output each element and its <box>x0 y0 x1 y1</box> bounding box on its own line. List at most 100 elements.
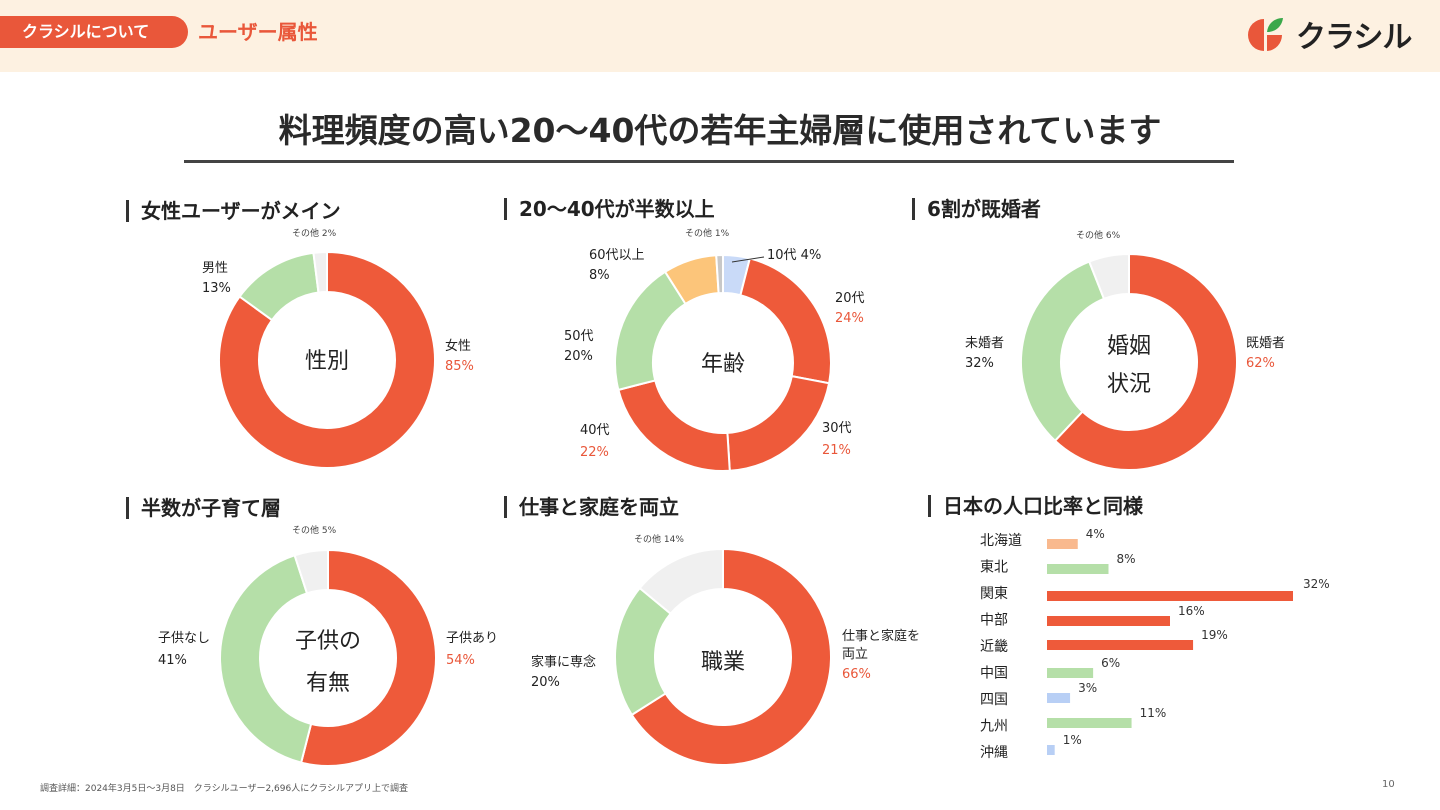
bar-value-label: 8% <box>1117 552 1136 566</box>
header-band: クラシルについて ユーザー属性 クラシル <box>0 0 1440 72</box>
bar-value-label: 32% <box>1303 577 1330 591</box>
section-title-marital: 6割が既婚者 <box>912 195 1041 223</box>
section-marker <box>126 200 129 222</box>
bar-value-label: 3% <box>1078 681 1097 695</box>
donut-slice-marital-2 <box>1087 252 1130 301</box>
bar-value-label: 4% <box>1086 527 1105 541</box>
slice-label-children-2: その他 5% <box>292 524 337 536</box>
section-title-occupation: 仕事と家庭を両立 <box>504 493 679 521</box>
section-title-text: 女性ユーザーがメイン <box>141 199 341 223</box>
kurashiru-logo: クラシル <box>1246 14 1412 55</box>
slice-value-text: 41% <box>158 653 187 668</box>
slice-value-text: 85% <box>445 359 474 374</box>
bar-category-label: 沖縄 <box>980 745 1008 761</box>
bar-5 <box>1047 668 1094 678</box>
title-underline <box>184 160 1234 163</box>
donut-slice-children-0 <box>299 548 437 767</box>
bar-category-label: 近畿 <box>980 639 1008 655</box>
donut-slice-gender-2 <box>312 250 328 294</box>
bar-category-label: 中部 <box>980 613 1008 629</box>
slice-label-text: 30代 <box>822 421 852 436</box>
donut-center-label: 有無 <box>306 671 350 696</box>
donut-center-label: 状況 <box>1107 372 1151 397</box>
section-marker <box>912 198 915 220</box>
bar-category-label: 北海道 <box>980 533 1022 549</box>
logo-text: クラシル <box>1296 20 1412 55</box>
slice-value-text: 22% <box>580 445 609 460</box>
section-marker <box>504 198 507 220</box>
breadcrumb-section[interactable]: クラシルについて <box>0 16 188 48</box>
donut-slice-children-1 <box>219 554 313 764</box>
slice-label-children-0: 子供あり 54% <box>446 631 498 668</box>
donut-slice-occupation-2 <box>638 547 724 616</box>
donut-slice-occupation-0 <box>630 547 832 766</box>
section-marker <box>504 496 507 518</box>
section-marker <box>928 495 931 517</box>
bar-category-label: 中国 <box>980 666 1008 682</box>
section-title-children: 半数が子育て層 <box>126 494 281 522</box>
section-title-region: 日本の人口比率と同様 <box>928 492 1143 520</box>
bar-value-label: 6% <box>1101 656 1120 670</box>
slice-label-text: 60代以上 <box>589 248 645 263</box>
slice-label-text: 10代 4% <box>767 248 821 263</box>
leader-line <box>731 256 765 263</box>
slice-label-small: その他 2% <box>292 227 337 239</box>
bar-category-label: 四国 <box>980 692 1008 708</box>
donut-center-label: 性別 <box>305 349 349 374</box>
page-title: 料理頻度の高い20〜40代の若年主婦層に使用されています <box>278 111 1162 150</box>
donut-slice-age-4 <box>614 270 687 392</box>
slice-label-text: 家事に専念 <box>531 654 596 670</box>
donut-slice-gender-0 <box>218 250 436 469</box>
slice-value-text: 20% <box>531 675 560 690</box>
slice-label-text: 仕事と家庭を <box>842 628 920 644</box>
bar-3 <box>1047 616 1170 626</box>
slice-label-text: 20代 <box>835 291 865 306</box>
breadcrumb-page: ユーザー属性 <box>198 20 318 44</box>
section-title-age: 20〜40代が半数以上 <box>504 195 715 223</box>
section-title-gender: 女性ユーザーがメイン <box>126 197 341 225</box>
slice-label-text: 両立 <box>842 647 868 662</box>
slice-label-text: 女性 <box>445 338 471 354</box>
donut-center-label: 年齢 <box>701 352 745 377</box>
donut-slice-marital-1 <box>1020 260 1106 443</box>
bar-value-label: 19% <box>1201 628 1228 642</box>
bar-0 <box>1047 539 1078 549</box>
donut-slice-children-2 <box>293 548 329 595</box>
donut-slice-age-1 <box>739 257 832 385</box>
slice-label-marital-2: その他 6% <box>1076 229 1121 241</box>
survey-footnote: 調査詳細：2024年3月5日〜3月8日 クラシルユーザー2,696人にクラシルア… <box>40 784 409 794</box>
slice-label-text: 既婚者 <box>1246 336 1285 351</box>
bar-4 <box>1047 640 1194 650</box>
section-title-text: 半数が子育て層 <box>141 496 281 520</box>
slice-value-text: 62% <box>1246 356 1275 371</box>
bar-2 <box>1047 591 1293 601</box>
page-number: 10 <box>1382 779 1395 790</box>
bar-8 <box>1047 745 1055 755</box>
bar-1 <box>1047 564 1109 574</box>
slice-value-text: 21% <box>822 443 851 458</box>
section-title-text: 仕事と家庭を両立 <box>519 495 679 519</box>
donut-slice-marital-0 <box>1053 252 1238 471</box>
slice-label-small: その他 1% <box>685 227 730 239</box>
slice-label-gender-1: 男性 13% <box>202 261 231 296</box>
slice-label-text: 40代 <box>580 423 610 438</box>
slice-label-gender-0: 女性 85% <box>445 338 474 374</box>
donut-slice-age-6 <box>715 253 724 295</box>
donut-center-label: 職業 <box>701 650 745 675</box>
logo-left-half <box>1248 19 1264 51</box>
bar-category-label: 東北 <box>980 560 1008 576</box>
bar-6 <box>1047 693 1071 703</box>
donut-chart-occupation: 職業 仕事と家庭を両立 66% 家事に専念 20% その他 14% <box>531 533 920 766</box>
slice-value-text: 13% <box>202 281 231 296</box>
bar-value-label: 11% <box>1140 706 1167 720</box>
section-marker <box>126 497 129 519</box>
slice-label-age-6: その他 1% <box>685 227 730 239</box>
slice-value-text: 8% <box>589 268 610 283</box>
bar-category-label: 九州 <box>980 719 1008 735</box>
